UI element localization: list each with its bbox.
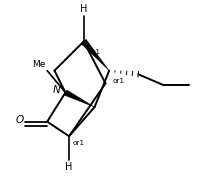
Text: N: N <box>53 85 61 95</box>
Text: H: H <box>65 162 73 172</box>
Text: H: H <box>80 4 87 14</box>
Text: Me: Me <box>32 60 45 69</box>
Text: or1: or1 <box>113 78 125 84</box>
Text: or1: or1 <box>89 49 101 55</box>
Polygon shape <box>81 39 109 71</box>
Polygon shape <box>64 90 95 107</box>
Text: or1: or1 <box>73 140 85 146</box>
Text: O: O <box>15 115 23 125</box>
